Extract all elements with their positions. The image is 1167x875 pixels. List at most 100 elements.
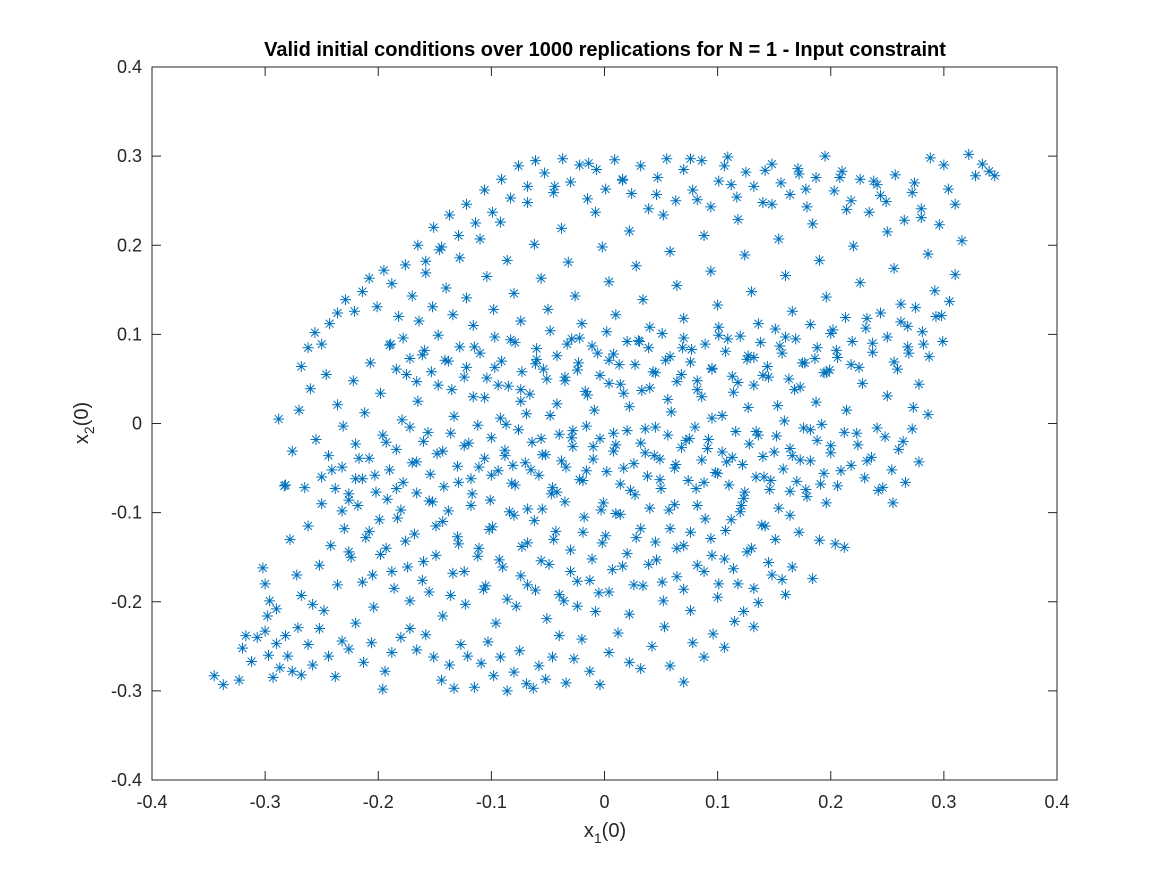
data-point (560, 461, 572, 473)
data-point (665, 406, 677, 418)
data-point (246, 655, 258, 667)
data-point (427, 496, 439, 508)
data-point (484, 494, 496, 506)
data-point (739, 486, 751, 498)
data-point (739, 249, 751, 261)
data-point (474, 347, 486, 359)
data-point (789, 384, 801, 396)
data-point (742, 350, 754, 362)
data-point (472, 550, 484, 562)
data-point (623, 608, 635, 620)
data-point (755, 336, 767, 348)
data-point (588, 404, 600, 416)
data-point (233, 674, 245, 686)
data-point (798, 422, 810, 434)
data-point (793, 526, 805, 538)
data-point (408, 528, 420, 540)
data-point (600, 183, 612, 195)
data-point (712, 299, 724, 311)
data-point (567, 425, 579, 437)
data-point (838, 426, 850, 438)
data-point (559, 375, 571, 387)
data-point (718, 553, 730, 565)
data-point (571, 600, 583, 612)
data-point (635, 523, 647, 535)
data-point (270, 638, 282, 650)
data-point (648, 450, 660, 462)
data-point (548, 533, 560, 545)
data-point (583, 157, 595, 169)
data-point (669, 462, 681, 474)
data-point (519, 457, 531, 469)
data-point (418, 556, 429, 568)
data-point (810, 172, 822, 184)
data-point (439, 354, 451, 366)
data-point (336, 505, 348, 517)
data-point (329, 671, 341, 683)
data-point (345, 551, 357, 563)
data-point (492, 379, 504, 391)
data-point (263, 649, 275, 661)
data-point (411, 644, 423, 656)
data-point (643, 558, 655, 570)
data-point (718, 641, 730, 653)
data-point (738, 606, 750, 618)
data-point (502, 380, 514, 392)
data-point (473, 461, 485, 473)
data-point (746, 542, 758, 554)
data-point (509, 479, 521, 491)
data-point (474, 233, 486, 245)
data-point (922, 409, 934, 421)
data-point (582, 389, 594, 401)
data-point (522, 180, 534, 192)
data-point (567, 441, 579, 453)
data-point (989, 170, 1001, 182)
data-point (445, 427, 457, 439)
data-point (887, 497, 899, 509)
data-point (466, 488, 478, 500)
data-point (453, 538, 465, 550)
data-point (827, 324, 839, 336)
data-point (535, 555, 547, 567)
data-point (348, 305, 360, 317)
data-point (427, 301, 439, 313)
data-point (630, 532, 642, 544)
data-point (594, 433, 606, 445)
data-point (773, 502, 785, 514)
data-point (691, 559, 703, 571)
data-point (551, 350, 563, 362)
data-point (807, 573, 819, 585)
data-point (813, 254, 825, 266)
y-tick-label: 0.2 (117, 235, 142, 255)
data-point (416, 349, 428, 361)
data-point (428, 221, 440, 233)
data-point (891, 363, 903, 375)
data-point (487, 521, 499, 533)
data-point (584, 665, 596, 677)
data-point (448, 682, 460, 694)
data-point (386, 278, 398, 290)
data-point (445, 590, 457, 602)
data-point (325, 540, 337, 552)
data-point (592, 347, 604, 359)
data-point (569, 290, 581, 302)
data-point (936, 310, 948, 322)
data-point (412, 395, 424, 407)
data-point (494, 651, 506, 663)
data-point (307, 598, 319, 610)
data-point (621, 425, 633, 437)
data-point (686, 344, 698, 356)
data-point (898, 214, 910, 226)
data-point (284, 533, 296, 545)
data-point (696, 454, 708, 466)
data-point (746, 286, 758, 298)
data-point (664, 351, 676, 363)
data-point (722, 333, 734, 345)
data-point (778, 415, 790, 427)
data-point (644, 321, 656, 333)
data-point (777, 463, 789, 475)
data-point (801, 491, 813, 503)
data-point (647, 366, 659, 378)
data-point (949, 269, 961, 281)
data-point (514, 645, 526, 657)
